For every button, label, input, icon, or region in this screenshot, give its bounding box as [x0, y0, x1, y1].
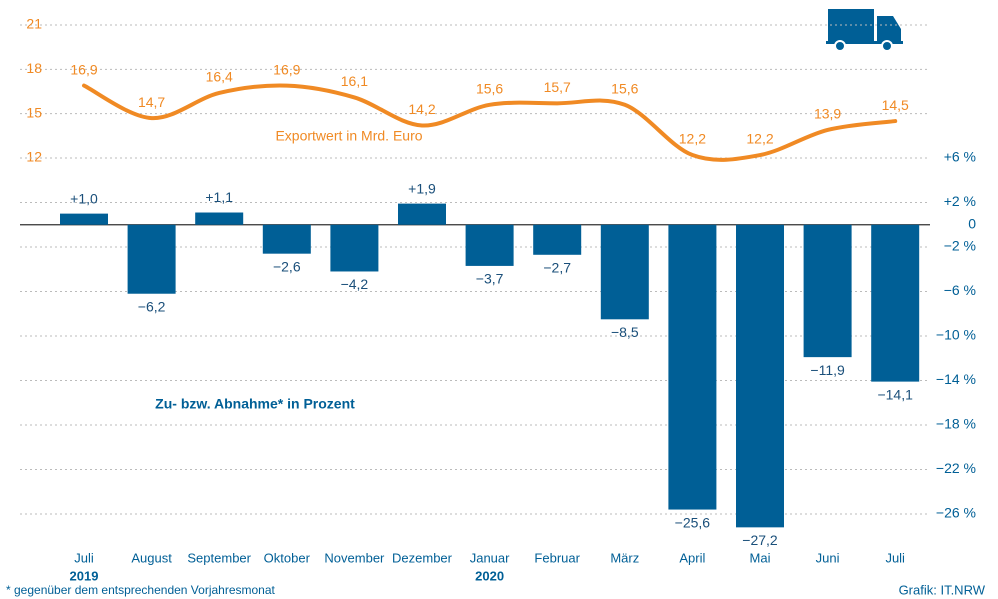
- y2-tick-label: −26 %: [936, 505, 976, 521]
- y-tick-label: 12: [26, 149, 42, 165]
- year-label: 2020: [475, 568, 504, 583]
- y-tick-label: 18: [26, 60, 42, 76]
- x-tick-label: Februar: [534, 550, 580, 565]
- line-value-label: 15,6: [476, 81, 503, 97]
- line-value-label: 14,7: [138, 94, 165, 110]
- line-value-label: 16,4: [206, 69, 233, 85]
- bar: [600, 224, 649, 320]
- line-value-label: 13,9: [814, 106, 841, 122]
- x-tick-label: November: [324, 550, 385, 565]
- footnote: * gegenüber dem entsprechenden Vorjahres…: [6, 583, 276, 597]
- bar: [330, 224, 379, 272]
- bar: [871, 224, 920, 382]
- y2-tick-label: −10 %: [936, 327, 976, 343]
- bar-series-label: Zu- bzw. Abnahme* in Prozent: [155, 396, 355, 412]
- y2-tick-label: −6 %: [944, 282, 976, 298]
- year-label: 2019: [70, 568, 99, 583]
- line-value-label: 14,5: [882, 97, 909, 113]
- y2-tick-label: 0: [968, 215, 976, 231]
- bar-value-label: −2,6: [273, 258, 301, 274]
- y2-tick-label: −18 %: [936, 416, 976, 432]
- bar-value-label: −27,2: [742, 532, 778, 548]
- y-tick-label: 15: [26, 104, 42, 120]
- y2-tick-label: +2 %: [944, 193, 976, 209]
- x-tick-label: Juli: [74, 550, 94, 565]
- bar: [465, 224, 514, 266]
- y2-tick-label: +6 %: [944, 149, 976, 165]
- bar: [398, 203, 446, 225]
- bar: [127, 224, 176, 294]
- bar: [262, 224, 311, 254]
- x-tick-label: Mai: [750, 550, 771, 565]
- y-tick-label: 21: [26, 16, 42, 32]
- bar-value-label: −11,9: [810, 362, 845, 378]
- line: [82, 83, 898, 162]
- line-value-label: 15,6: [611, 81, 638, 97]
- x-tick-label: Dezember: [392, 550, 453, 565]
- line-value-label: 16,1: [341, 73, 368, 89]
- source: Grafik: IT.NRW: [899, 582, 986, 597]
- line-series-label: Exportwert in Mrd. Euro: [275, 128, 422, 144]
- line-value-label: 16,9: [70, 61, 97, 77]
- x-tick-label: Januar: [470, 550, 510, 565]
- y2-tick-label: −14 %: [936, 371, 976, 387]
- line-value-label: 15,7: [544, 79, 571, 95]
- bar: [736, 224, 784, 528]
- bar: [195, 212, 244, 225]
- bar-value-label: −8,5: [611, 324, 639, 340]
- line-value-label: 14,2: [408, 101, 435, 117]
- x-tick-label: Juni: [816, 550, 840, 565]
- bar-value-label: −4,2: [341, 276, 369, 292]
- line-value-label: 12,2: [679, 131, 706, 147]
- line-value-label: 12,2: [746, 131, 773, 147]
- bar-value-label: −6,2: [138, 298, 166, 314]
- bar-value-label: +1,9: [408, 180, 436, 196]
- y2-tick-label: −22 %: [936, 460, 976, 476]
- bar: [803, 224, 852, 358]
- y2-tick-label: −2 %: [944, 238, 976, 254]
- bar: [60, 213, 108, 225]
- x-tick-label: August: [131, 550, 172, 565]
- bar-value-label: −25,6: [675, 514, 711, 530]
- line-value-label: 16,9: [273, 61, 300, 77]
- truck-icon: [826, 9, 903, 52]
- x-tick-label: April: [679, 550, 705, 565]
- x-tick-label: Juli: [885, 550, 905, 565]
- bar: [668, 224, 717, 510]
- x-tick-label: September: [187, 550, 251, 565]
- bar-value-label: −2,7: [543, 259, 571, 275]
- bar-value-label: −14,1: [877, 386, 913, 402]
- bar-value-label: −3,7: [476, 271, 504, 287]
- bar-value-label: +1,0: [70, 190, 98, 206]
- x-tick-label: Oktober: [264, 550, 311, 565]
- bar-value-label: +1,1: [205, 189, 233, 205]
- x-tick-label: März: [610, 550, 639, 565]
- bar: [533, 224, 582, 255]
